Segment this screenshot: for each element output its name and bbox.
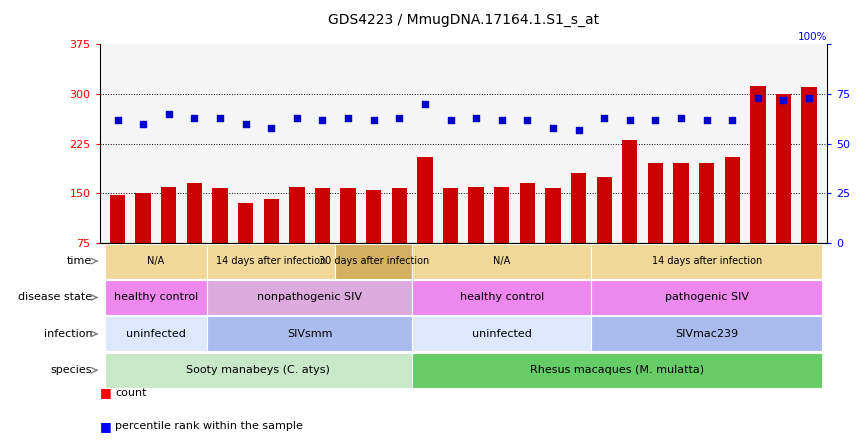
Bar bbox=[417, 157, 433, 243]
Point bbox=[136, 120, 150, 127]
Bar bbox=[187, 183, 202, 243]
Text: Rhesus macaques (M. mulatta): Rhesus macaques (M. mulatta) bbox=[530, 365, 704, 375]
Point bbox=[469, 114, 483, 121]
Text: healthy control: healthy control bbox=[460, 293, 544, 302]
Point bbox=[162, 110, 176, 117]
Text: ■: ■ bbox=[100, 420, 112, 433]
Text: 100%: 100% bbox=[798, 32, 827, 43]
Bar bbox=[207, 244, 335, 278]
Text: uninfected: uninfected bbox=[126, 329, 186, 339]
Text: SIVmac239: SIVmac239 bbox=[675, 329, 738, 339]
Text: species: species bbox=[51, 365, 93, 375]
Bar bbox=[622, 140, 637, 243]
Text: ■: ■ bbox=[100, 386, 112, 400]
Bar bbox=[674, 163, 688, 243]
Bar bbox=[546, 188, 560, 243]
Bar bbox=[591, 244, 822, 278]
Bar bbox=[207, 280, 412, 315]
Bar bbox=[776, 94, 792, 243]
Point bbox=[187, 114, 201, 121]
Bar bbox=[699, 163, 714, 243]
Bar bbox=[212, 188, 228, 243]
Bar bbox=[412, 353, 822, 388]
Bar bbox=[750, 86, 766, 243]
Point bbox=[598, 114, 611, 121]
Bar bbox=[494, 186, 509, 243]
Bar bbox=[571, 174, 586, 243]
Text: pathogenic SIV: pathogenic SIV bbox=[664, 293, 748, 302]
Bar bbox=[207, 317, 412, 351]
Point bbox=[392, 114, 406, 121]
Point bbox=[700, 116, 714, 123]
Text: percentile rank within the sample: percentile rank within the sample bbox=[115, 421, 303, 431]
Bar bbox=[412, 317, 591, 351]
Text: 14 days after infection: 14 days after infection bbox=[651, 256, 762, 266]
Bar bbox=[391, 188, 407, 243]
Bar bbox=[105, 353, 412, 388]
Bar bbox=[412, 244, 591, 278]
Bar bbox=[520, 183, 535, 243]
Bar bbox=[366, 190, 381, 243]
Point bbox=[520, 116, 534, 123]
Text: disease state: disease state bbox=[18, 293, 93, 302]
Point bbox=[674, 114, 688, 121]
Bar bbox=[469, 186, 484, 243]
Bar bbox=[725, 157, 740, 243]
Point bbox=[239, 120, 253, 127]
Text: healthy control: healthy control bbox=[113, 293, 198, 302]
Bar bbox=[110, 194, 126, 243]
Point bbox=[623, 116, 637, 123]
Point bbox=[494, 116, 508, 123]
Text: Sooty manabeys (C. atys): Sooty manabeys (C. atys) bbox=[186, 365, 330, 375]
Point bbox=[290, 114, 304, 121]
Point bbox=[649, 116, 662, 123]
Point bbox=[341, 114, 355, 121]
Text: GDS4223 / MmugDNA.17164.1.S1_s_at: GDS4223 / MmugDNA.17164.1.S1_s_at bbox=[327, 12, 599, 27]
Text: infection: infection bbox=[43, 329, 93, 339]
Point bbox=[572, 126, 585, 133]
Bar bbox=[161, 186, 177, 243]
Bar bbox=[412, 280, 591, 315]
Bar bbox=[591, 317, 822, 351]
Point bbox=[264, 124, 278, 131]
Text: count: count bbox=[115, 388, 146, 398]
Bar bbox=[105, 244, 207, 278]
Bar bbox=[443, 188, 458, 243]
Point bbox=[802, 95, 816, 102]
Bar bbox=[105, 317, 207, 351]
Text: nonpathogenic SIV: nonpathogenic SIV bbox=[257, 293, 362, 302]
Bar bbox=[263, 198, 279, 243]
Text: N/A: N/A bbox=[147, 256, 165, 266]
Bar bbox=[648, 163, 663, 243]
Point bbox=[726, 116, 740, 123]
Bar bbox=[135, 193, 151, 243]
Point bbox=[111, 116, 125, 123]
Bar bbox=[289, 186, 305, 243]
Point bbox=[213, 114, 227, 121]
Bar bbox=[105, 280, 207, 315]
Bar bbox=[335, 244, 412, 278]
Point bbox=[366, 116, 380, 123]
Point bbox=[315, 116, 329, 123]
Point bbox=[418, 100, 432, 107]
Text: uninfected: uninfected bbox=[472, 329, 532, 339]
Text: 30 days after infection: 30 days after infection bbox=[319, 256, 429, 266]
Text: time: time bbox=[67, 256, 93, 266]
Text: N/A: N/A bbox=[493, 256, 510, 266]
Point bbox=[443, 116, 457, 123]
Bar bbox=[801, 87, 817, 243]
Point bbox=[546, 124, 560, 131]
Bar bbox=[238, 203, 253, 243]
Bar bbox=[591, 280, 822, 315]
Bar bbox=[597, 177, 612, 243]
Bar bbox=[340, 188, 356, 243]
Point bbox=[777, 96, 791, 103]
Point bbox=[751, 95, 765, 102]
Text: SIVsmm: SIVsmm bbox=[287, 329, 333, 339]
Text: 14 days after infection: 14 days after infection bbox=[216, 256, 326, 266]
Bar bbox=[314, 188, 330, 243]
